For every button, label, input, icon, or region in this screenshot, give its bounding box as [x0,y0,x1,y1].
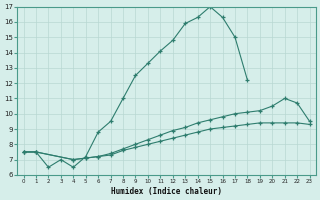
X-axis label: Humidex (Indice chaleur): Humidex (Indice chaleur) [111,187,222,196]
